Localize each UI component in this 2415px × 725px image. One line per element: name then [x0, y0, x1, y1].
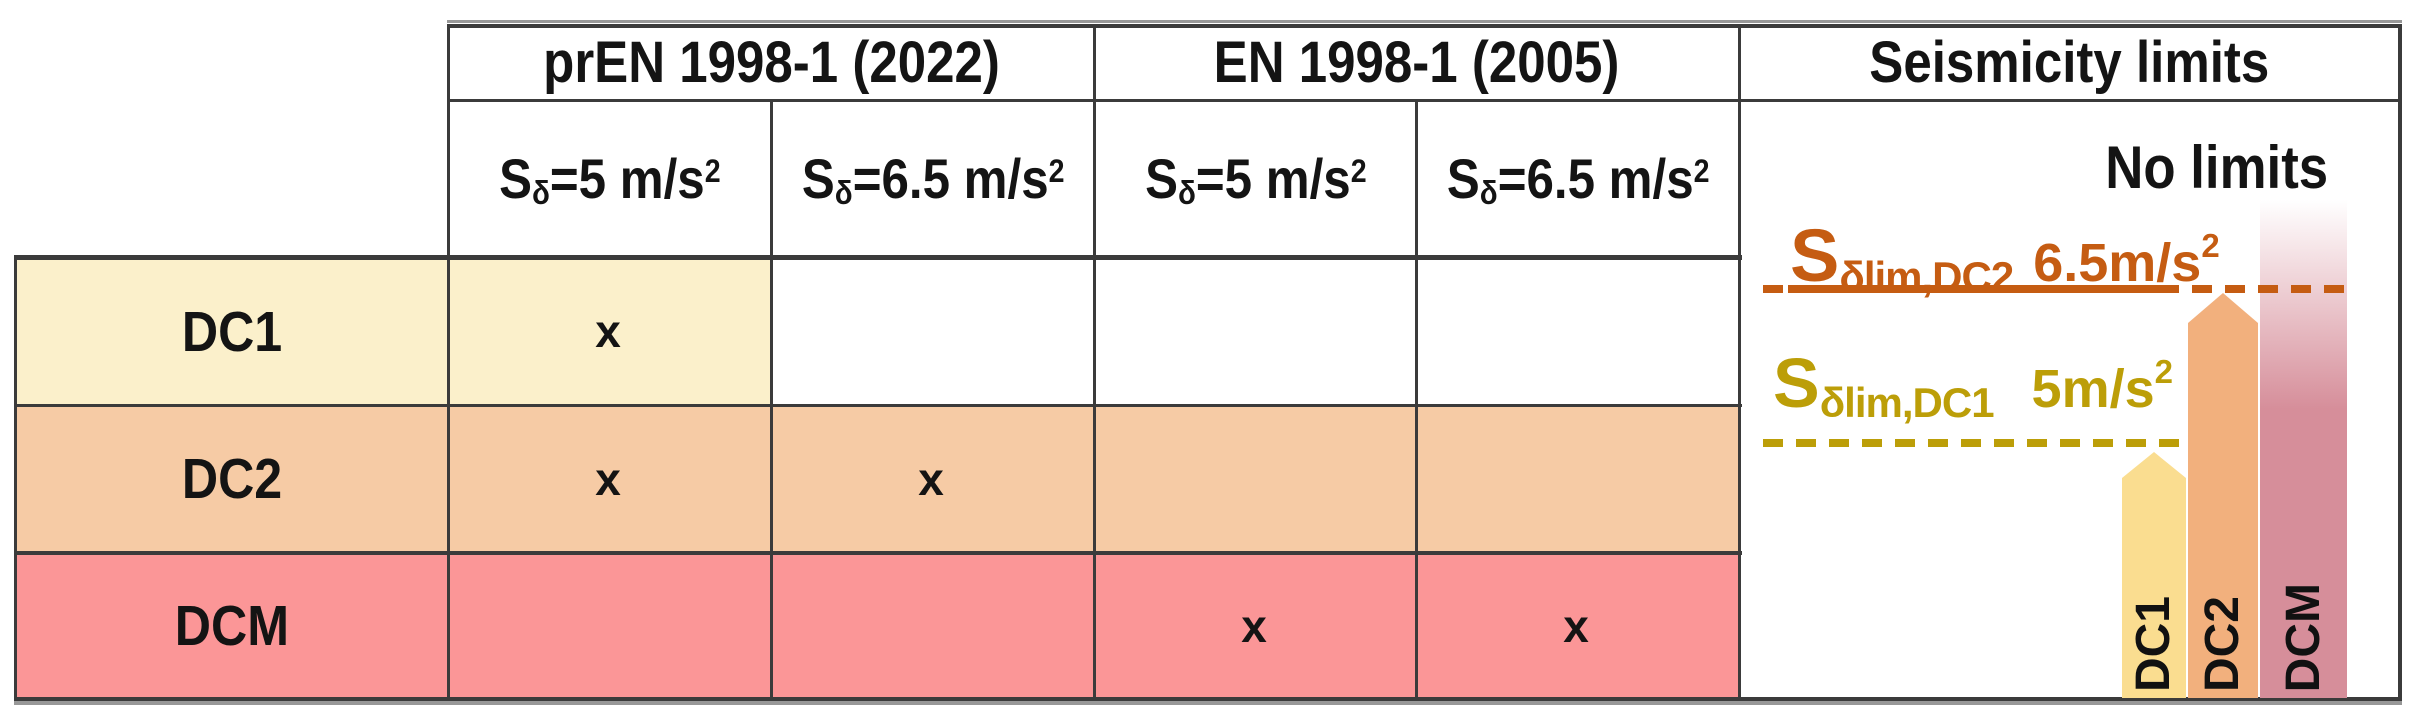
en-seismicity-divider — [1738, 24, 1741, 701]
dcm-row-band — [14, 551, 1741, 700]
no-limits-label: No limits — [2104, 134, 2328, 201]
subheader-en-65: Sδ=6.5 m/s2 — [1446, 146, 1710, 213]
subheader-pren-65: Sδ=6.5 m/s2 — [801, 146, 1065, 213]
row-label-dcm: DCM — [174, 593, 290, 658]
en-cols-divider — [1415, 99, 1418, 701]
table-bottom-shadow — [14, 701, 2402, 705]
pren-cols-divider — [770, 99, 773, 701]
table-bottom-border — [14, 697, 2402, 701]
mark-dc2-pren65: x — [918, 453, 944, 505]
dc1-dc2-divider — [14, 404, 1742, 407]
dc1-limit-dashed-line — [1763, 439, 2187, 447]
row-label-dc2: DC2 — [181, 446, 283, 511]
mark-dc1-pren5: x — [595, 305, 621, 357]
dc2-limit-underline — [1788, 285, 2173, 293]
group-header-pren: prEN 1998-1 (2022) — [450, 27, 1093, 99]
subheader-pren-5: Sδ=5 m/s2 — [499, 146, 721, 213]
group-header-en-label: EN 1998-1 (2005) — [1214, 30, 1620, 95]
mark-dc2-pren5: x — [595, 453, 621, 505]
group-header-pren-label: prEN 1998-1 (2022) — [543, 30, 1000, 95]
dcm-bar-label: DCM — [2276, 582, 2330, 692]
row-label-dc1: DC1 — [181, 299, 283, 364]
mark-dcm-en5: x — [1241, 600, 1267, 652]
dcm-bar: DCM — [2260, 200, 2347, 698]
dc2-row-band — [14, 404, 1741, 554]
dc2-arrow: DC2 — [2188, 293, 2258, 698]
mark-dcm-en65: x — [1563, 600, 1589, 652]
label-col-divider — [447, 24, 450, 701]
group-header-seismicity-label: Seismicity limits — [1869, 30, 2270, 95]
dc2-arrow-label: DC2 — [2196, 595, 2249, 692]
subheader-en-5: Sδ=5 m/s2 — [1144, 146, 1367, 213]
table-right-border — [2398, 24, 2402, 701]
dc1-row-band — [14, 255, 773, 407]
dc2-dcm-divider — [14, 551, 1742, 555]
group-header-en: EN 1998-1 (2005) — [1096, 27, 1738, 99]
pren-en-divider — [1093, 24, 1096, 701]
label-col-left-border — [14, 255, 17, 701]
group-header-seismicity: Seismicity limits — [1741, 27, 2398, 99]
dc1-arrow-label: DC1 — [2127, 595, 2180, 692]
table-top-border — [447, 24, 2402, 28]
dc1-arrow: DC1 — [2122, 452, 2186, 698]
table-top-shadow — [447, 20, 2402, 23]
subheader-divider — [14, 255, 1742, 260]
group-header-divider — [447, 99, 2402, 102]
